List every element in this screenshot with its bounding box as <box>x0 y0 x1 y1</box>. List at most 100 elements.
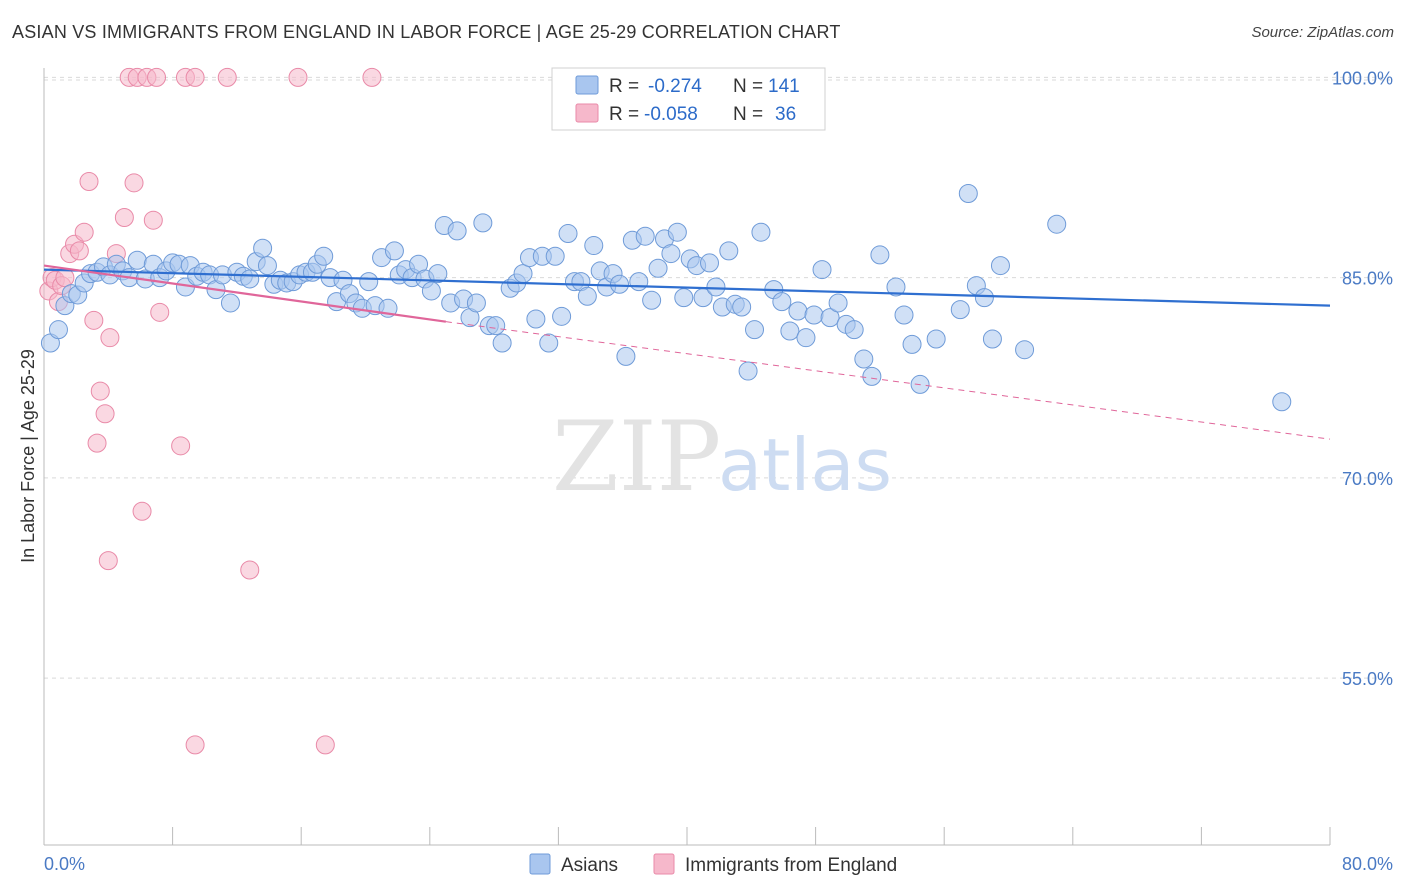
asians-point-113 <box>780 321 800 341</box>
asians-point-115 <box>796 328 816 348</box>
asians-point-13 <box>127 250 147 270</box>
asians-point-124 <box>870 245 890 265</box>
asians-point-103 <box>706 277 726 297</box>
y-tick-label-85: 85.0% <box>1342 269 1393 289</box>
asians-point-80 <box>558 224 578 244</box>
asians-point-42 <box>314 246 334 266</box>
england-point-34 <box>288 67 308 87</box>
england-point-19 <box>87 433 107 453</box>
asians-point-84 <box>584 236 604 256</box>
asians-point-53 <box>384 241 404 261</box>
england-point-23 <box>171 436 191 456</box>
watermark-atlas: atlas <box>718 423 892 507</box>
asians-point-63 <box>447 221 467 241</box>
asians-point-112 <box>772 292 792 312</box>
watermark: ZIP atlas <box>552 401 892 513</box>
asians-point-136 <box>1015 340 1035 360</box>
england-point-13 <box>95 404 115 424</box>
y-tick-label-100: 100.0% <box>1332 68 1393 88</box>
trend-line-england <box>43 264 447 323</box>
chart-source: Source: ZipAtlas.com <box>1251 24 1394 41</box>
asians-point-98 <box>674 288 694 308</box>
legend-swatch-asians <box>575 75 599 95</box>
england-point-14 <box>100 328 120 348</box>
legend-swatch-england <box>575 103 599 123</box>
legend-n-value-asians: 141 <box>768 76 800 97</box>
asians-point-79 <box>552 306 572 326</box>
asians-point-70 <box>492 333 512 353</box>
y-tick-labels: 100.0% 85.0% 70.0% 55.0% <box>1332 68 1393 689</box>
england-point-16 <box>114 208 134 228</box>
england-point-12 <box>90 381 110 401</box>
bottom-legend-label-asians: Asians <box>561 855 618 876</box>
chart-title: ASIAN VS IMMIGRANTS FROM ENGLAND IN LABO… <box>12 22 841 42</box>
x-tick-label-max: 80.0% <box>1342 854 1393 874</box>
asians-point-67 <box>473 213 493 233</box>
asians-point-91 <box>629 272 649 292</box>
asians-point-59 <box>421 281 441 301</box>
asians-point-102 <box>700 253 720 273</box>
asians-point-137 <box>1047 214 1067 234</box>
asians-point-73 <box>513 264 533 284</box>
england-point-21 <box>143 210 163 230</box>
asians-point-108 <box>738 361 758 381</box>
asians-point-32 <box>253 238 273 258</box>
asians-point-89 <box>616 346 636 366</box>
england-point-10 <box>79 171 99 191</box>
asians-point-27 <box>220 293 240 313</box>
asians-point-134 <box>982 329 1002 349</box>
legend-n-label-england: N = <box>733 104 763 125</box>
england-point-18 <box>132 501 152 521</box>
asians-point-94 <box>648 258 668 278</box>
gridlines <box>44 76 1390 679</box>
x-ticks <box>43 827 1331 845</box>
y-tick-label-70: 70.0% <box>1342 469 1393 489</box>
legend-n-value-england: 36 <box>775 104 796 125</box>
asians-point-78 <box>545 246 565 266</box>
asians-point-107 <box>732 297 752 317</box>
stats-legend: R = -0.274 N = 141 R = -0.058 N = 36 <box>551 67 826 131</box>
asians-point-75 <box>526 309 546 329</box>
x-tick-label-min: 0.0% <box>44 854 85 874</box>
y-axis-label: In Labor Force | Age 25-29 <box>18 349 38 563</box>
asians-point-49 <box>359 272 379 292</box>
england-point-22 <box>150 302 170 322</box>
asians-point-127 <box>902 334 922 354</box>
asians-point-109 <box>745 320 765 340</box>
legend-r-value-england: -0.058 <box>644 104 698 125</box>
asians-point-88 <box>609 274 629 294</box>
asians-point-92 <box>635 226 655 246</box>
asians-point-131 <box>958 183 978 203</box>
asians-point-1 <box>48 320 68 340</box>
asians-point-117 <box>812 260 832 280</box>
england-point-9 <box>74 222 94 242</box>
series-england-points <box>39 67 382 755</box>
asians-point-30 <box>240 269 260 289</box>
asians-point-33 <box>257 256 277 276</box>
asians-point-96 <box>661 244 681 264</box>
y-tick-label-55: 55.0% <box>1342 669 1393 689</box>
asians-point-125 <box>886 277 906 297</box>
asians-point-121 <box>844 320 864 340</box>
asians-point-116 <box>804 305 824 325</box>
bottom-legend-label-england: Immigrants from England <box>685 855 897 876</box>
asians-point-105 <box>719 241 739 261</box>
asians-point-129 <box>926 329 946 349</box>
asians-point-93 <box>642 290 662 310</box>
asians-point-119 <box>828 293 848 313</box>
asians-point-118 <box>820 308 840 328</box>
asians-point-135 <box>990 256 1010 276</box>
trend-lines <box>43 264 1331 440</box>
england-point-17 <box>124 173 144 193</box>
bottom-legend-swatch-england <box>653 853 675 875</box>
asians-point-123 <box>862 366 882 386</box>
asians-point-122 <box>854 349 874 369</box>
england-point-32 <box>185 67 205 87</box>
asians-point-126 <box>894 305 914 325</box>
england-point-8 <box>69 241 89 261</box>
asians-point-114 <box>788 301 808 321</box>
watermark-zip: ZIP <box>552 401 721 513</box>
bottom-legend-swatch-asians <box>529 853 551 875</box>
england-point-25 <box>240 560 260 580</box>
asians-point-110 <box>751 222 771 242</box>
